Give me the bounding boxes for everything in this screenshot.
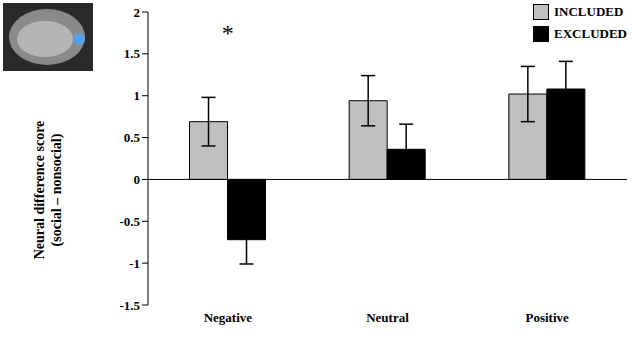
svg-text:Neural difference score(social: Neural difference score(social – nonsoci…: [32, 121, 65, 260]
svg-text:-1: -1: [129, 256, 140, 271]
html-text:INCLUDED: INCLUDED: [554, 4, 624, 19]
svg-text:0: 0: [134, 172, 141, 187]
svg-text:Negative: Negative: [204, 310, 253, 325]
svg-text:Positive: Positive: [526, 310, 570, 325]
svg-text:1: 1: [134, 88, 141, 103]
svg-text:*: *: [222, 20, 234, 46]
svg-text:0.5: 0.5: [124, 130, 141, 145]
html-text:EXCLUDED: EXCLUDED: [554, 26, 627, 41]
svg-text:1.5: 1.5: [124, 46, 141, 61]
svg-text:Neutral: Neutral: [366, 310, 409, 325]
svg-text:-0.5: -0.5: [119, 214, 140, 229]
svg-text:-1.5: -1.5: [119, 298, 140, 313]
svg-text:2: 2: [134, 5, 141, 20]
